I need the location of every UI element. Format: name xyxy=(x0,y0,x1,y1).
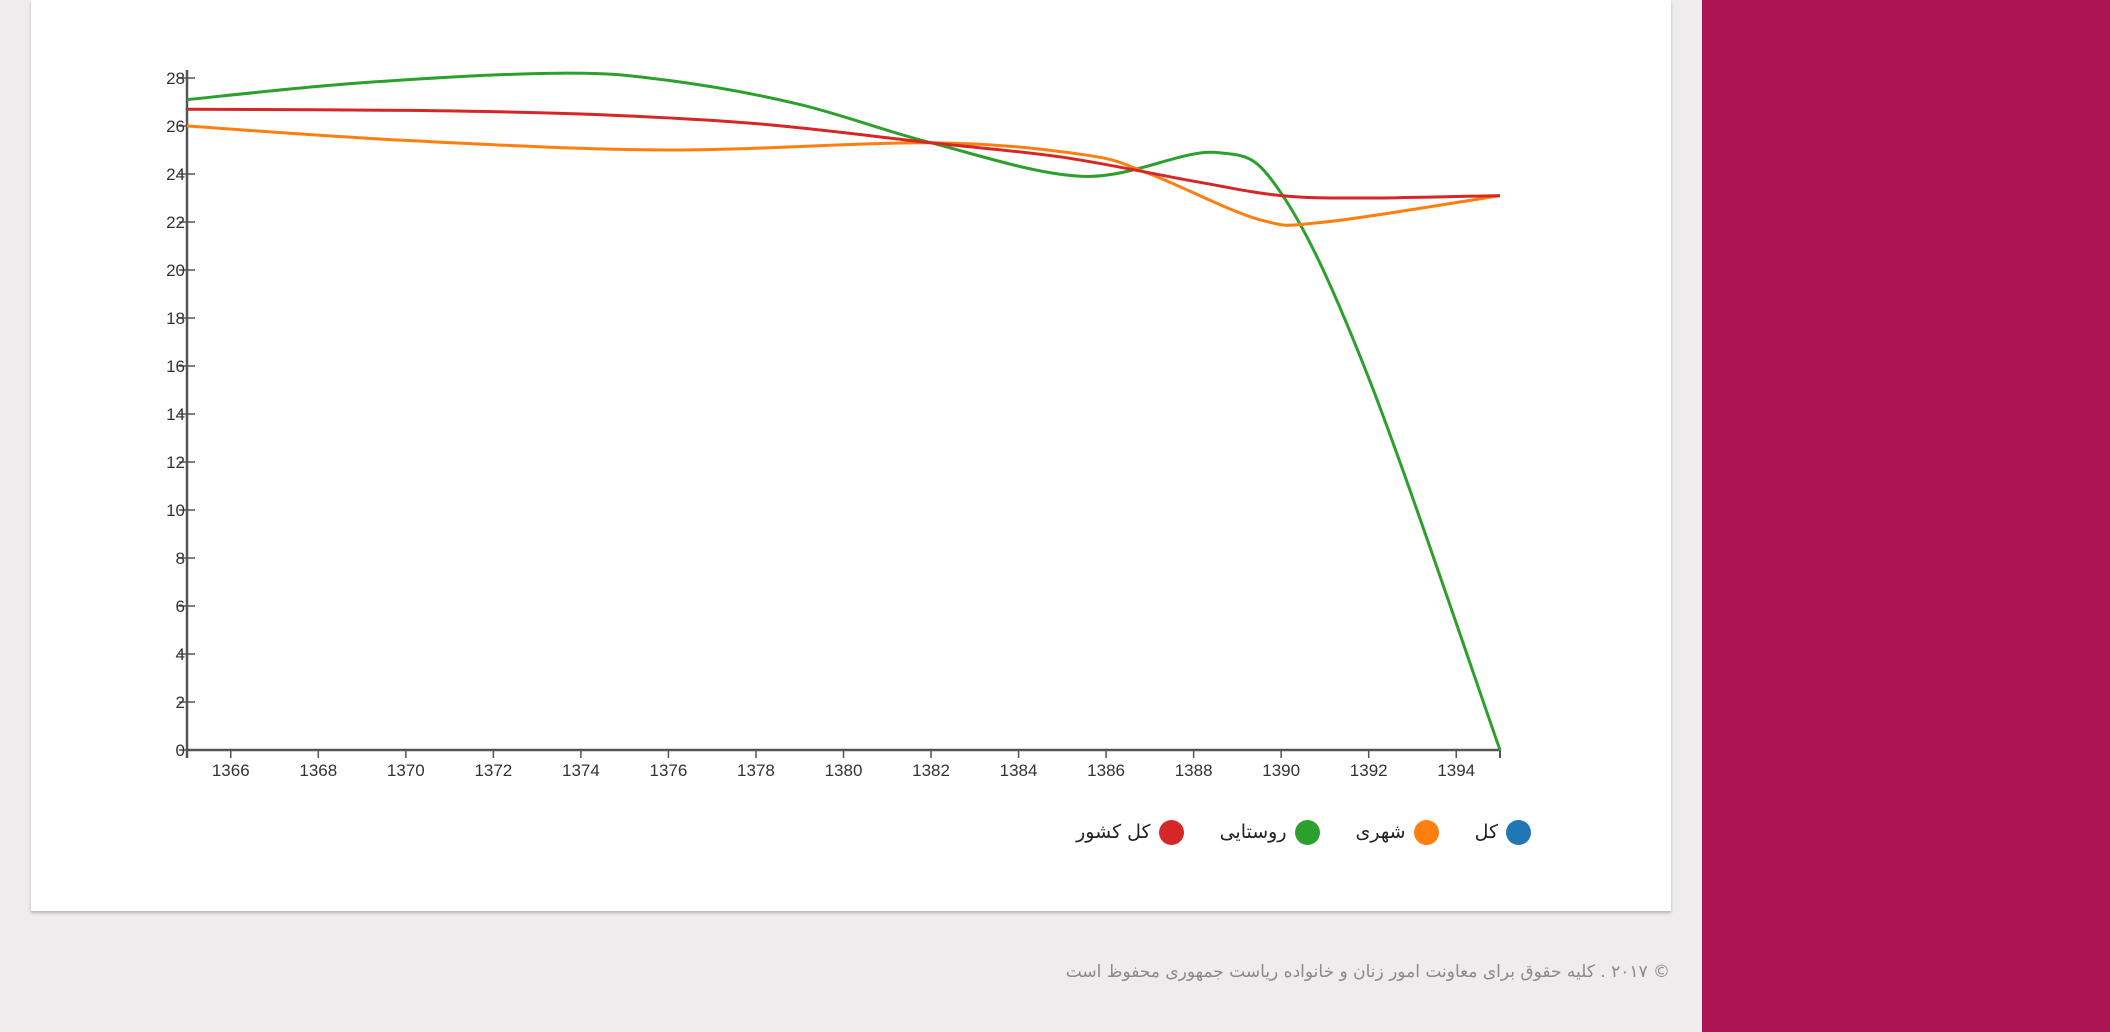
y-tick-label: 24 xyxy=(166,165,185,184)
x-tick-label: 1376 xyxy=(650,761,688,780)
y-tick-label: 0 xyxy=(176,741,185,760)
legend-dot-icon xyxy=(1413,819,1439,845)
x-tick-label: 1372 xyxy=(474,761,512,780)
legend: کل شهری روستایی کل کشور xyxy=(1071,812,1531,852)
y-tick-label: 28 xyxy=(166,69,185,88)
y-tick-label: 14 xyxy=(166,405,185,424)
y-tick-label: 26 xyxy=(166,117,185,136)
x-tick-label: 1380 xyxy=(825,761,863,780)
series-line-rural xyxy=(186,71,1502,751)
x-tick-label: 1368 xyxy=(299,761,337,780)
legend-item-urban[interactable]: شهری xyxy=(1355,819,1439,845)
x-tick-label: 1366 xyxy=(212,761,250,780)
x-tick-label: 1382 xyxy=(912,761,950,780)
footer-copyright: © ۲۰۱۷ . کلیه حقوق برای معاونت امور زنان… xyxy=(1065,962,1670,982)
chart-card: 0 2 4 6 8 10 12 14 16 18 20 22 24 26 28 1366 1368 1370 137… xyxy=(31,0,1671,911)
legend-label: کل xyxy=(1474,821,1498,843)
x-tick-label: 1390 xyxy=(1262,761,1300,780)
y-tick-label: 16 xyxy=(166,357,185,376)
y-tick-label: 2 xyxy=(176,693,185,712)
x-tick-label: 1384 xyxy=(1000,761,1038,780)
legend-label: شهری xyxy=(1355,821,1406,843)
y-tick-label: 10 xyxy=(166,501,185,520)
y-tick-label: 6 xyxy=(176,597,185,616)
legend-label: کل کشور xyxy=(1076,821,1151,843)
y-tick-label: 18 xyxy=(166,309,185,328)
legend-dot-icon xyxy=(1506,819,1531,845)
x-tick-label: 1378 xyxy=(737,761,775,780)
y-tick-label: 8 xyxy=(176,549,185,568)
y-tick-label: 22 xyxy=(166,213,185,232)
x-tick-label: 1394 xyxy=(1437,761,1475,780)
y-tick-label: 12 xyxy=(166,453,185,472)
series-line-country xyxy=(186,107,1501,200)
legend-item-rural[interactable]: روستایی xyxy=(1219,819,1320,845)
y-tick-label: 4 xyxy=(176,645,185,664)
x-tick-label: 1370 xyxy=(387,761,425,780)
legend-label: روستایی xyxy=(1219,821,1287,843)
legend-dot-icon xyxy=(1294,819,1320,845)
legend-dot-icon xyxy=(1158,819,1184,845)
legend-item-total[interactable]: کل xyxy=(1474,819,1531,845)
x-tick-label: 1374 xyxy=(562,761,600,780)
x-tick-label: 1388 xyxy=(1175,761,1213,780)
x-tick-label: 1386 xyxy=(1087,761,1125,780)
x-tick-label: 1392 xyxy=(1350,761,1388,780)
legend-item-country[interactable]: کل کشور xyxy=(1076,819,1184,845)
series-line-urban xyxy=(186,124,1501,227)
sidebar xyxy=(1702,0,2110,1032)
y-tick-label: 20 xyxy=(166,261,185,280)
